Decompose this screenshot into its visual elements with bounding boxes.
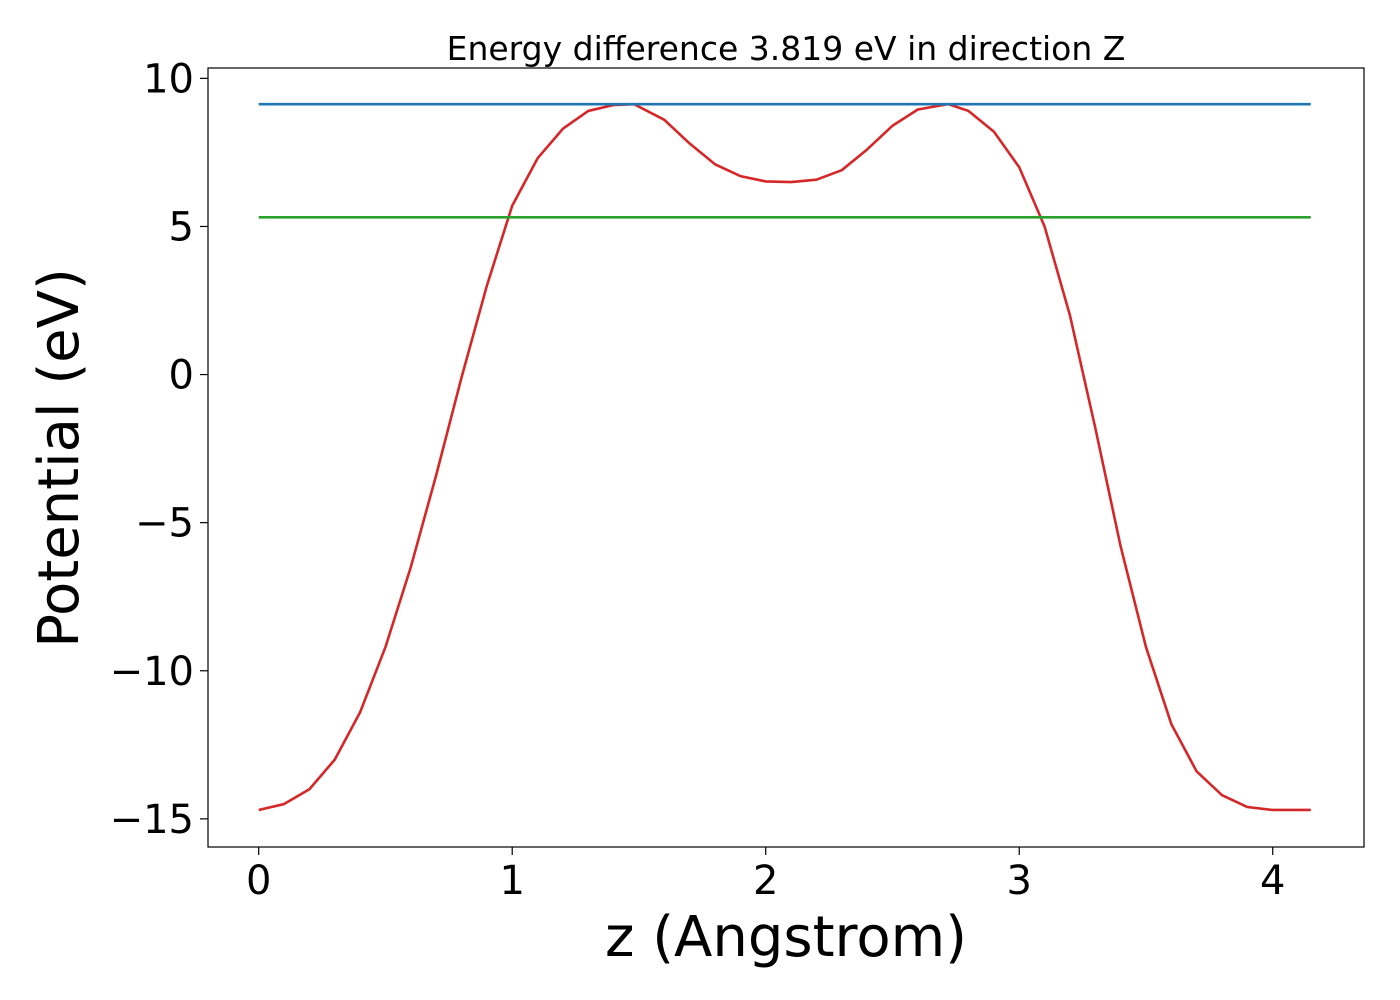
y-axis-label: Potential (eV) [27, 268, 92, 648]
x-axis: 0 1 2 3 4 [246, 847, 1285, 904]
series-line-0 [258, 102, 1311, 812]
x-tick-label-3: 3 [1007, 858, 1032, 904]
x-tick-label-4: 4 [1260, 858, 1285, 904]
x-tick-label-1: 1 [499, 858, 524, 904]
series-layer [258, 102, 1311, 812]
plot-frame [207, 67, 1365, 848]
x-axis-label: z (Angstrom) [605, 905, 967, 970]
y-tick-label-2: 0 [169, 353, 194, 399]
y-tick-label-4: −10 [110, 649, 194, 695]
chart-title: Energy difference 3.819 eV in direction … [447, 29, 1126, 68]
y-tick-label-0: 10 [143, 56, 194, 102]
y-tick-label-5: −15 [110, 797, 194, 843]
y-tick-label-3: −5 [135, 501, 194, 547]
x-tick-label-0: 0 [246, 858, 271, 904]
y-tick-label-1: 5 [169, 204, 194, 250]
x-tick-label-2: 2 [753, 858, 778, 904]
y-axis: 10 5 0 −5 −10 −15 [110, 56, 208, 843]
